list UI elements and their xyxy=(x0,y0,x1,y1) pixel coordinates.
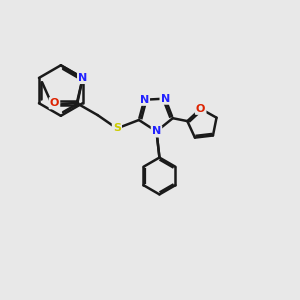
Text: N: N xyxy=(152,126,161,136)
Text: N: N xyxy=(78,73,87,83)
Text: N: N xyxy=(140,95,149,105)
Text: S: S xyxy=(113,124,121,134)
Text: O: O xyxy=(50,98,59,108)
Text: N: N xyxy=(160,94,170,103)
Text: O: O xyxy=(196,104,206,114)
